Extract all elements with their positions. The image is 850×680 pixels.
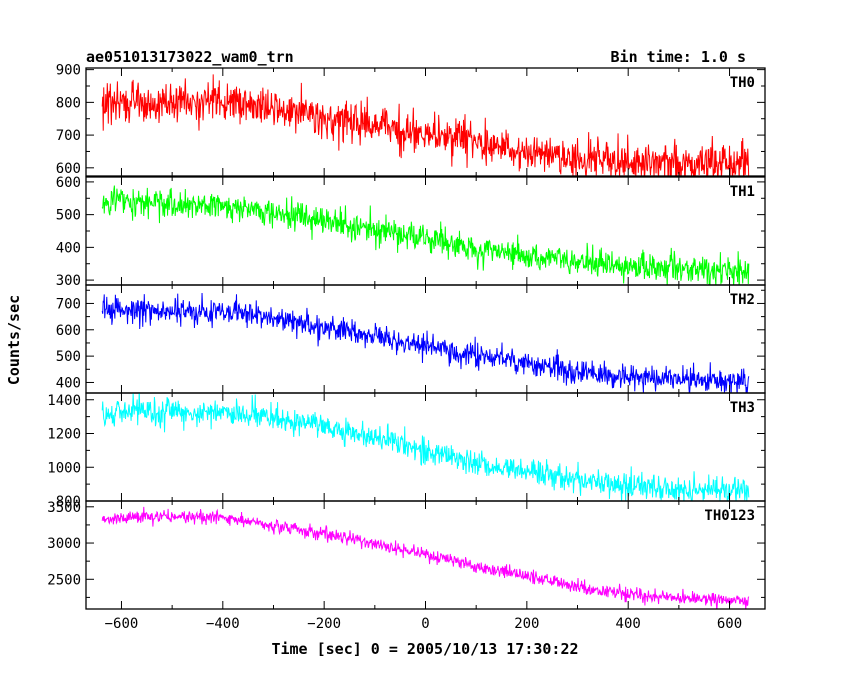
x-tick-label: −400 [206, 616, 240, 632]
series-line-th2 [101, 293, 750, 393]
panels-group: 600 700 800 900 TH0 300 400 500 600 TH1 400 500 600 7… [47, 63, 766, 610]
x-tick-label: 400 [616, 616, 641, 632]
y-tick-label: 3000 [47, 536, 81, 552]
series-line-th0123 [101, 506, 750, 609]
y-tick-label: 600 [56, 175, 81, 191]
y-tick-label: 600 [56, 161, 81, 177]
y-tick-label: 1200 [47, 427, 81, 443]
y-tick-label: 500 [56, 208, 81, 224]
x-tick-label: −600 [105, 616, 139, 632]
y-tick-label: 400 [56, 240, 81, 256]
x-tick-label: 600 [717, 616, 742, 632]
x-tick-label: 200 [514, 616, 539, 632]
y-axis-label: Counts/sec [5, 295, 23, 385]
series-line-th0 [101, 74, 750, 176]
x-tick-label: 0 [421, 616, 429, 632]
panel-label-th0123: TH0123 [704, 508, 755, 524]
panel-label-th2: TH2 [730, 292, 755, 308]
y-tick-label: 400 [56, 375, 81, 391]
panel-label-th0: TH0 [730, 75, 755, 91]
y-tick-label: 500 [56, 349, 81, 365]
x-tick-label: −200 [307, 616, 341, 632]
y-tick-label: 3500 [47, 500, 81, 516]
panel-th3: 800 1000 1200 1400 TH3 [47, 392, 766, 510]
chart-title: ae051013173022_wam0_trn [86, 48, 294, 66]
x-axis-label: Time [sec] 0 = 2005/10/13 17:30:22 [271, 640, 578, 658]
y-tick-label: 700 [56, 296, 81, 312]
panel-th0123: 2500 3000 3500 TH0123 [47, 500, 766, 610]
panel-th1: 300 400 500 600 TH1 [56, 175, 766, 289]
y-tick-label: 800 [56, 95, 81, 111]
bin-time-label: Bin time: 1.0 s [611, 48, 746, 66]
y-tick-label: 2500 [47, 572, 81, 588]
y-tick-label: 1400 [47, 393, 81, 409]
panel-label-th1: TH1 [730, 184, 755, 200]
panel-label-th3: TH3 [730, 400, 755, 416]
series-line-th3 [101, 393, 750, 501]
y-tick-label: 300 [56, 273, 81, 289]
y-tick-label: 600 [56, 323, 81, 339]
y-tick-label: 700 [56, 128, 81, 144]
y-tick-label: 1000 [47, 460, 81, 476]
series-line-th1 [101, 185, 750, 285]
x-tick-labels: −600 −400 −200 0 200 400 600 [105, 616, 743, 632]
panel-th0: 600 700 800 900 TH0 [56, 63, 766, 177]
y-tick-label: 900 [56, 63, 81, 79]
panel-th2: 400 500 600 700 TH2 [56, 284, 766, 394]
y-tick-label: 800 [56, 494, 81, 510]
